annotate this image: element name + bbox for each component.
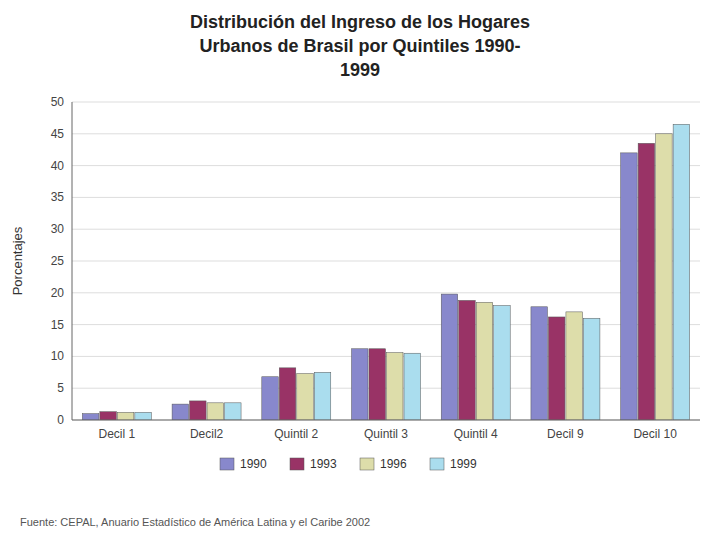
legend-label: 1996 (380, 457, 407, 471)
legend-label: 1990 (240, 457, 267, 471)
x-tick-label: Decil2 (190, 427, 224, 441)
bar (190, 401, 206, 420)
bar (531, 307, 547, 420)
title: 1999 (340, 60, 380, 80)
title: Urbanos de Brasil por Quintiles 1990- (199, 36, 520, 56)
bar (172, 404, 188, 420)
y-tick-label: 5 (57, 381, 64, 395)
y-axis-label: Porcentajes (10, 226, 25, 295)
bar (82, 414, 98, 420)
grid-line (72, 356, 700, 357)
bar (369, 349, 385, 420)
bar (548, 317, 564, 420)
x-tick-label: Decil 1 (99, 427, 136, 441)
grid-line (72, 229, 700, 230)
bar (314, 372, 330, 420)
grid-line (72, 165, 700, 166)
bar (297, 374, 313, 420)
bar (100, 412, 116, 420)
bar (673, 124, 689, 420)
bar (583, 318, 599, 420)
bar (207, 403, 223, 420)
grid-line (72, 420, 700, 421)
grid-line (72, 133, 700, 134)
x-tick-label: Quintil 3 (364, 427, 408, 441)
legend-swatch (360, 458, 374, 470)
y-tick-label: 40 (51, 159, 65, 173)
x-tick-label: Quintil 4 (454, 427, 498, 441)
legend: 1990 1993 1996 1999 (220, 457, 477, 471)
bar (279, 368, 295, 420)
grid-line (72, 197, 700, 198)
y-tick-label: 25 (51, 254, 65, 268)
y-axis-line (72, 102, 73, 420)
bar (117, 412, 133, 420)
grid-line (72, 324, 700, 325)
legend-label: 1993 (310, 457, 337, 471)
x-tick-label: Quintil 2 (274, 427, 318, 441)
bar (638, 143, 654, 420)
title: Distribución del Ingreso de los Hogares (190, 12, 530, 32)
y-tick-label: 35 (51, 190, 65, 204)
y-tick-label: 30 (51, 222, 65, 236)
bar (441, 294, 457, 420)
grid-line (72, 388, 700, 389)
legend-swatch (430, 458, 444, 470)
grid-line (72, 292, 700, 293)
chart: Distribución del Ingreso de los Hogares U… (0, 0, 720, 540)
footer-note: Fuente: CEPAL, Anuario Estadístico de Am… (20, 516, 370, 528)
y-tick-label: 0 (57, 413, 64, 427)
bar (621, 153, 637, 420)
grid-line (72, 261, 700, 262)
x-tick-label: Decil 9 (547, 427, 584, 441)
bar (387, 353, 403, 420)
bar (262, 377, 278, 420)
y-tick-label: 10 (51, 349, 65, 363)
y-tick-label: 45 (51, 127, 65, 141)
bar (404, 353, 420, 420)
legend-swatch (290, 458, 304, 470)
x-tick-label: Decil 10 (633, 427, 677, 441)
bars (82, 124, 689, 420)
y-tick-label: 20 (51, 286, 65, 300)
y-tick-label: 15 (51, 318, 65, 332)
bar (494, 306, 510, 420)
bar (476, 302, 492, 420)
bar (566, 312, 582, 420)
legend-swatch (220, 458, 234, 470)
grid (72, 102, 700, 420)
bar (352, 349, 368, 420)
bar (459, 300, 475, 420)
legend-label: 1999 (450, 457, 477, 471)
y-tick-label: 50 (51, 95, 65, 109)
bar (656, 134, 672, 420)
x-axis-line (72, 420, 700, 421)
bar (225, 403, 241, 420)
grid-line (72, 102, 700, 103)
bar (135, 412, 151, 420)
